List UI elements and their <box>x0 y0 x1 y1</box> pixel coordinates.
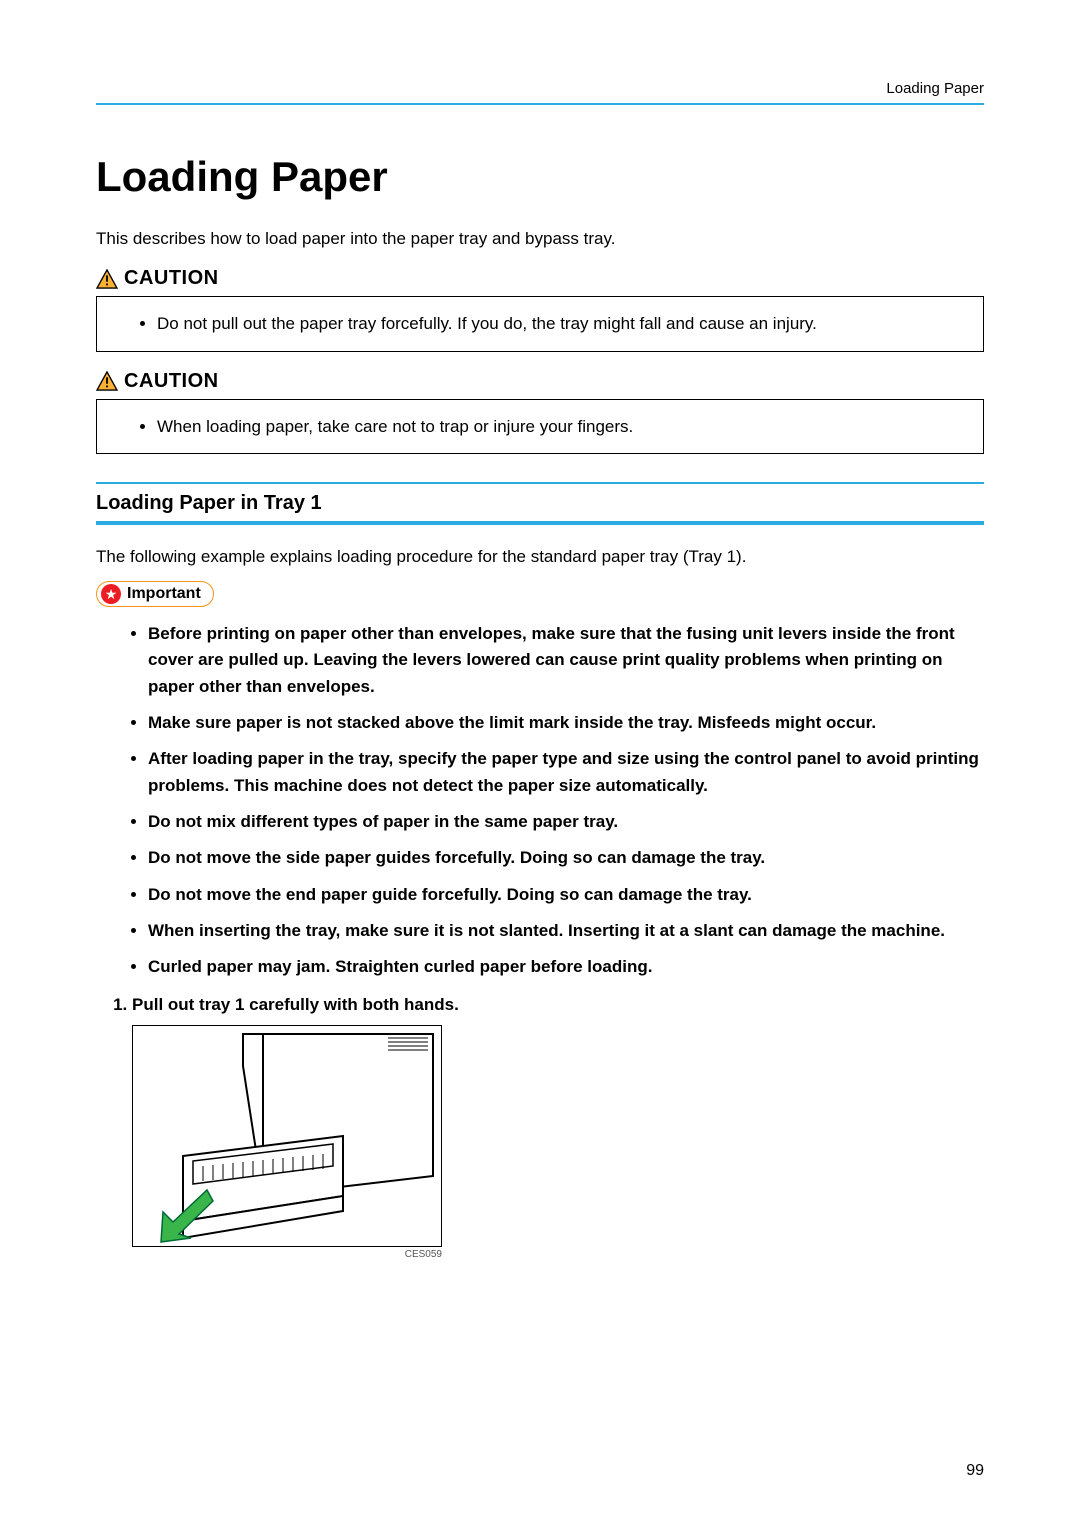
caution-triangle-icon <box>96 371 118 391</box>
step-item: Pull out tray 1 carefully with both hand… <box>132 995 984 1015</box>
important-label: Important <box>127 585 201 603</box>
important-item: Do not mix different types of paper in t… <box>148 809 984 835</box>
important-item: Do not move the side paper guides forcef… <box>148 845 984 871</box>
figure-caption: CES059 <box>132 1249 442 1260</box>
top-rule <box>96 103 984 105</box>
caution-word: CAUTION <box>124 370 219 393</box>
caution-label: CAUTION <box>96 267 984 290</box>
important-item: Do not move the end paper guide forceful… <box>148 882 984 908</box>
page-title: Loading Paper <box>96 153 984 201</box>
running-head: Loading Paper <box>96 80 984 97</box>
section-intro: The following example explains loading p… <box>96 547 984 567</box>
important-item: After loading paper in the tray, specify… <box>148 746 984 799</box>
important-item: Curled paper may jam. Straighten curled … <box>148 954 984 980</box>
important-badge: ★ Important <box>96 581 214 607</box>
important-item: Make sure paper is not stacked above the… <box>148 710 984 736</box>
important-list: Before printing on paper other than enve… <box>96 621 984 981</box>
step-figure: CES059 <box>132 1025 442 1260</box>
intro-text: This describes how to load paper into th… <box>96 229 984 249</box>
printer-illustration <box>132 1025 442 1247</box>
caution-item: Do not pull out the paper tray forcefull… <box>157 311 963 337</box>
important-item: When inserting the tray, make sure it is… <box>148 918 984 944</box>
steps-list: Pull out tray 1 carefully with both hand… <box>96 995 984 1015</box>
caution-box: When loading paper, take care not to tra… <box>96 399 984 455</box>
page-number: 99 <box>966 1462 984 1480</box>
caution-label: CAUTION <box>96 370 984 393</box>
section-heading: Loading Paper in Tray 1 <box>96 484 984 521</box>
caution-item: When loading paper, take care not to tra… <box>157 414 963 440</box>
important-item: Before printing on paper other than enve… <box>148 621 984 700</box>
caution-box: Do not pull out the paper tray forcefull… <box>96 296 984 352</box>
caution-word: CAUTION <box>124 267 219 290</box>
caution-triangle-icon <box>96 269 118 289</box>
section-rule-bottom <box>96 521 984 525</box>
star-icon: ★ <box>101 584 121 604</box>
